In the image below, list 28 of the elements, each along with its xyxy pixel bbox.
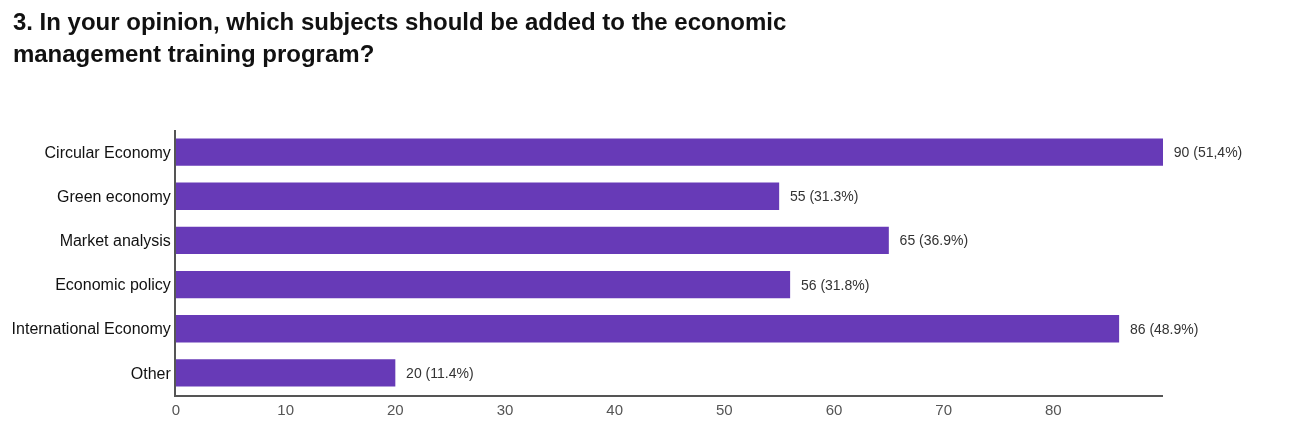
x-tick-label: 30 [496,401,514,418]
x-tick-label: 70 [935,401,953,418]
data-label: 55 (31.3%) [782,188,859,205]
x-tick-label: 80 [1044,401,1062,418]
x-tick-label: 10 [277,401,295,418]
bar [176,138,1163,166]
x-tick-label: 40 [606,401,624,418]
y-tick-label: Other [130,364,172,382]
y-tick-label: Circular Economy [44,143,171,161]
x-tick-label: 50 [715,401,733,418]
bar [176,182,780,210]
x-tick-label: 60 [825,401,843,418]
x-tick-label: 0 [171,401,181,418]
bar [176,359,396,387]
data-label: 65 (36.9%) [891,232,969,249]
y-tick-label: Green economy [56,187,171,205]
y-tick-label: Economic policy [55,276,171,294]
y-tick-label: Market analysis [59,232,171,250]
bar [176,270,791,299]
data-label: 56 (31.8%) [793,276,870,293]
bar [176,315,1120,343]
data-label: 90 (51,4%) [1166,144,1243,161]
x-tick-label: 20 [386,401,404,418]
data-label: 86 (48.9%) [1122,320,1199,337]
data-label: 20 (11.4%) [398,364,474,381]
bar [176,226,889,255]
chart-title: 3. In your opinion, which subjects should be added to the economic management training program? [12,8,787,67]
y-tick-label: International Economy [11,320,171,338]
